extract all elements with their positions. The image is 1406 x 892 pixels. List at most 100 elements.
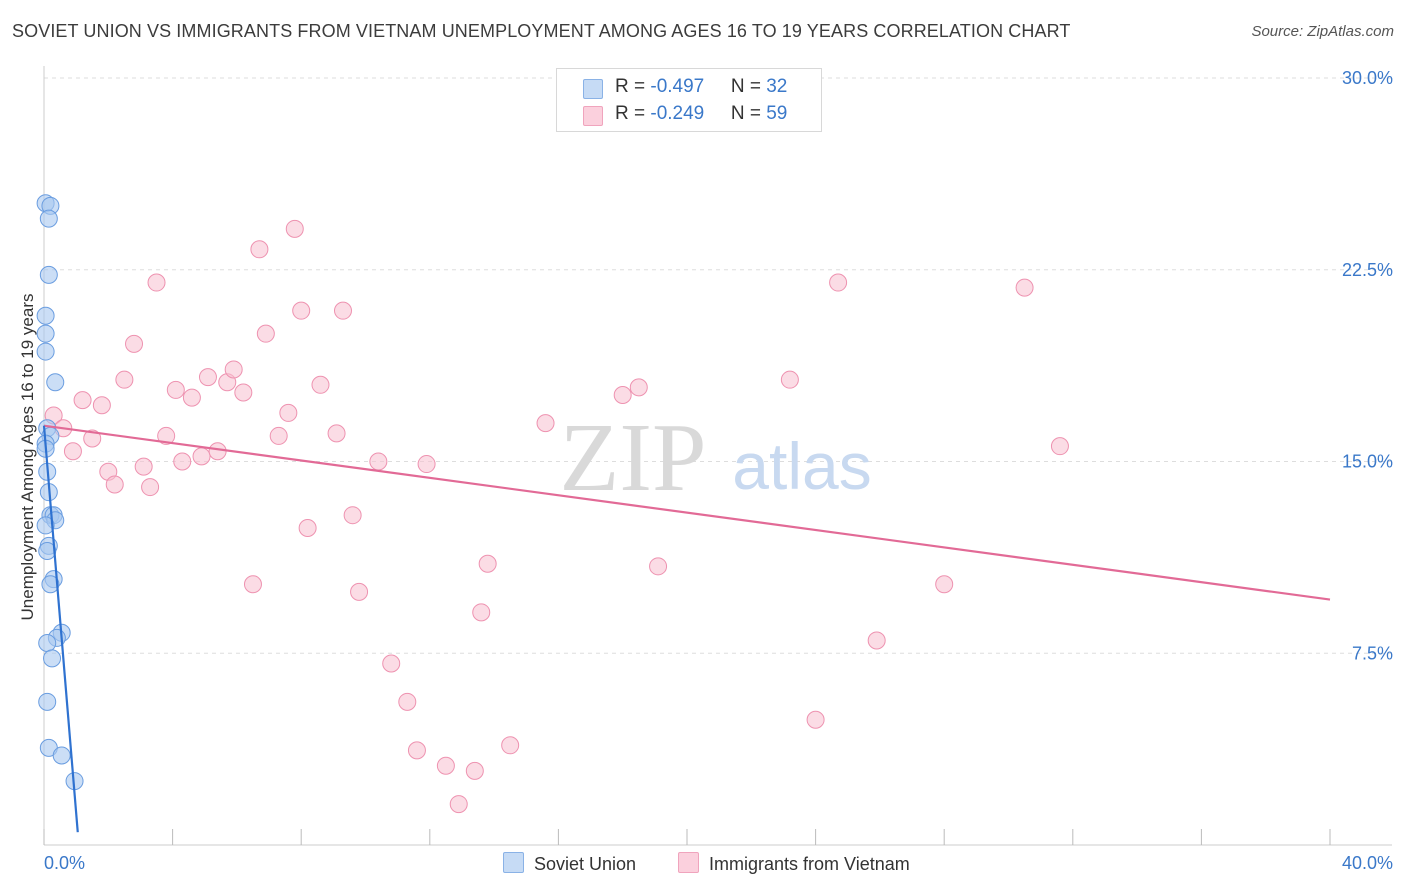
soviet-point (43, 649, 62, 668)
n-label: N = (730, 76, 767, 97)
vietnam-point (83, 429, 102, 448)
vietnam-point (243, 575, 262, 594)
vietnam-point (141, 478, 160, 497)
vietnam-point (173, 452, 192, 471)
vietnam-point (613, 386, 632, 405)
watermark-atlas: atlas (732, 429, 871, 503)
y-tick-label: 30.0% (1342, 68, 1393, 88)
vietnam-point (134, 457, 153, 476)
y-tick-label: 22.5% (1342, 260, 1393, 280)
vietnam-point (269, 426, 288, 445)
vietnam-point (73, 391, 92, 410)
vietnam-point (465, 761, 484, 780)
vietnam-point (436, 756, 455, 775)
vietnam-legend-swatch (678, 852, 699, 873)
vietnam-point (285, 219, 304, 238)
soviet-legend-swatch (503, 852, 524, 873)
r-label: R = (615, 76, 651, 97)
vietnam-point (63, 442, 82, 461)
vietnam-point (147, 273, 166, 292)
soviet-point (39, 209, 58, 228)
n-label: N = (730, 103, 767, 124)
legend-item-vietnam: Immigrants from Vietnam (678, 852, 910, 875)
watermark: ZIP atlas (560, 404, 872, 512)
vietnam-point (234, 383, 253, 402)
vietnam-point (1015, 278, 1034, 297)
vietnam-point (398, 692, 417, 711)
vietnam-point (501, 736, 520, 755)
vietnam-point (867, 631, 886, 650)
y-tick-label: 7.5% (1352, 643, 1393, 663)
soviet-point (38, 541, 57, 560)
vietnam-point (333, 301, 352, 320)
soviet-point (36, 306, 55, 325)
vietnam-trend-line (43, 424, 1331, 601)
vietnam-point (224, 360, 243, 379)
vietnam-point (105, 475, 124, 494)
vietnam-point (829, 273, 848, 292)
soviet-point (36, 342, 55, 361)
vietnam-point (382, 654, 401, 673)
vietnam-point (298, 518, 317, 537)
vietnam-point (198, 368, 217, 387)
vietnam-point (250, 240, 269, 259)
vietnam-point (478, 554, 497, 573)
correlation-legend: R = -0.497 N = 32 R = -0.249 N = 59 (556, 68, 822, 132)
vietnam-point (806, 710, 825, 729)
vietnam-point (92, 396, 111, 415)
vietnam-point (292, 301, 311, 320)
source-label: Source: ZipAtlas.com (1251, 23, 1394, 40)
x-tick-label: 40.0% (1342, 853, 1393, 873)
soviet-point (38, 692, 57, 711)
trend-lines (42, 424, 1331, 833)
vietnam-point (935, 575, 954, 594)
vietnam-point (256, 324, 275, 343)
vietnam-point (369, 452, 388, 471)
vietnam-legend-label: Immigrants from Vietnam (709, 854, 910, 874)
vietnam-point (449, 795, 468, 814)
soviet-swatch (583, 79, 603, 99)
vietnam-point (166, 380, 185, 399)
vietnam-point (192, 447, 211, 466)
vietnam-point (327, 424, 346, 443)
y-tick-label: 15.0% (1342, 452, 1393, 472)
vietnam-point (417, 455, 436, 474)
vietnam-point (350, 582, 369, 601)
vietnam-point (311, 375, 330, 394)
soviet-trend-line (42, 425, 79, 833)
soviet-point (36, 324, 55, 343)
r-value: -0.249 (650, 103, 705, 124)
vietnam-point (125, 334, 144, 353)
soviet-point (41, 575, 60, 594)
r-label: R = (615, 103, 651, 124)
soviet-point (39, 265, 58, 284)
vietnam-point (536, 414, 555, 433)
vietnam-point (279, 403, 298, 422)
vietnam-point (629, 378, 648, 397)
vietnam-point (115, 370, 134, 389)
soviet-point (52, 746, 71, 765)
legend-item-soviet: Soviet Union (503, 852, 636, 875)
vietnam-point (157, 426, 176, 445)
soviet-point (46, 373, 65, 392)
soviet-point (38, 634, 57, 653)
vietnam-swatch (583, 106, 603, 126)
soviet-point (36, 516, 55, 535)
vietnam-point (182, 388, 201, 407)
tick-labels: 7.5% 15.0% 22.5% 30.0% 0.0% 40.0% (44, 68, 1393, 873)
n-value: 59 (766, 103, 788, 124)
vietnam-point (649, 557, 668, 576)
n-value: 32 (766, 76, 788, 97)
r-value: -0.497 (650, 76, 705, 97)
watermark-zip: ZIP (560, 404, 707, 512)
vietnam-point (343, 506, 362, 525)
vietnam-point (407, 741, 426, 760)
axes (43, 66, 1392, 846)
vietnam-point (780, 370, 799, 389)
vietnam-series (44, 219, 1069, 814)
gridlines (44, 77, 1392, 654)
vietnam-point (208, 442, 227, 461)
vietnam-point (1050, 437, 1069, 456)
vietnam-point (472, 603, 491, 622)
